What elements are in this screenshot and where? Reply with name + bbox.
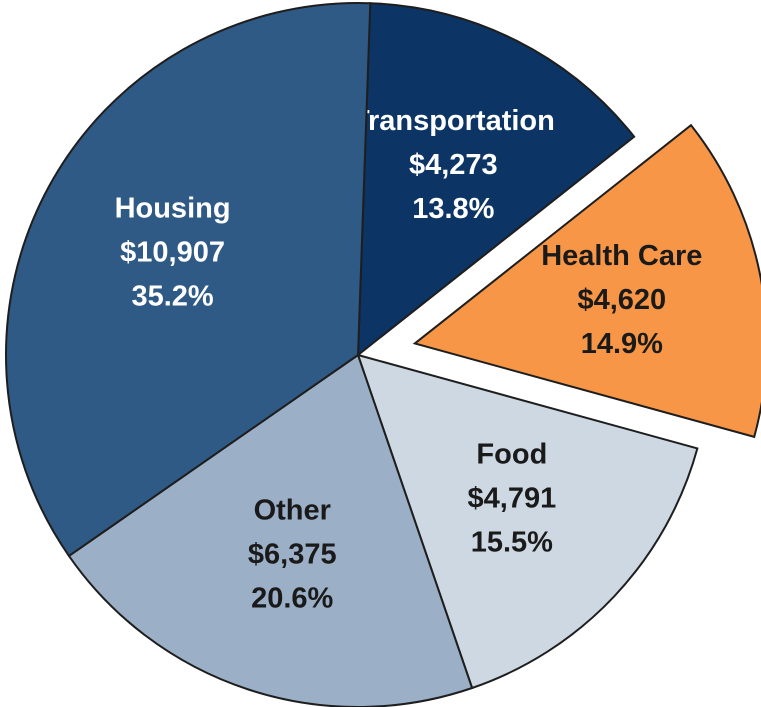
value-label: $4,791 [468, 482, 557, 514]
slice-label: Transportation [352, 105, 555, 137]
pie-slice [5, 2, 372, 558]
percent-label: 20.6% [251, 582, 333, 614]
percent-label: 13.8% [412, 193, 494, 225]
pie-slice [356, 2, 636, 358]
value-label: $10,907 [120, 237, 225, 269]
pie-slice [412, 123, 761, 439]
percent-label: 35.2% [131, 281, 213, 313]
pie-slice [356, 353, 699, 690]
slice-label: Food [476, 438, 547, 470]
percent-label: 15.5% [471, 526, 553, 558]
value-label: $6,375 [248, 538, 337, 570]
value-label: $4,620 [577, 284, 666, 316]
slice-label: Health Care [541, 240, 702, 272]
percent-label: 14.9% [581, 328, 663, 360]
pie-slice [67, 353, 474, 707]
slice-label: Housing [115, 193, 231, 225]
slice-label: Other [254, 494, 331, 526]
value-label: $4,273 [409, 149, 498, 181]
